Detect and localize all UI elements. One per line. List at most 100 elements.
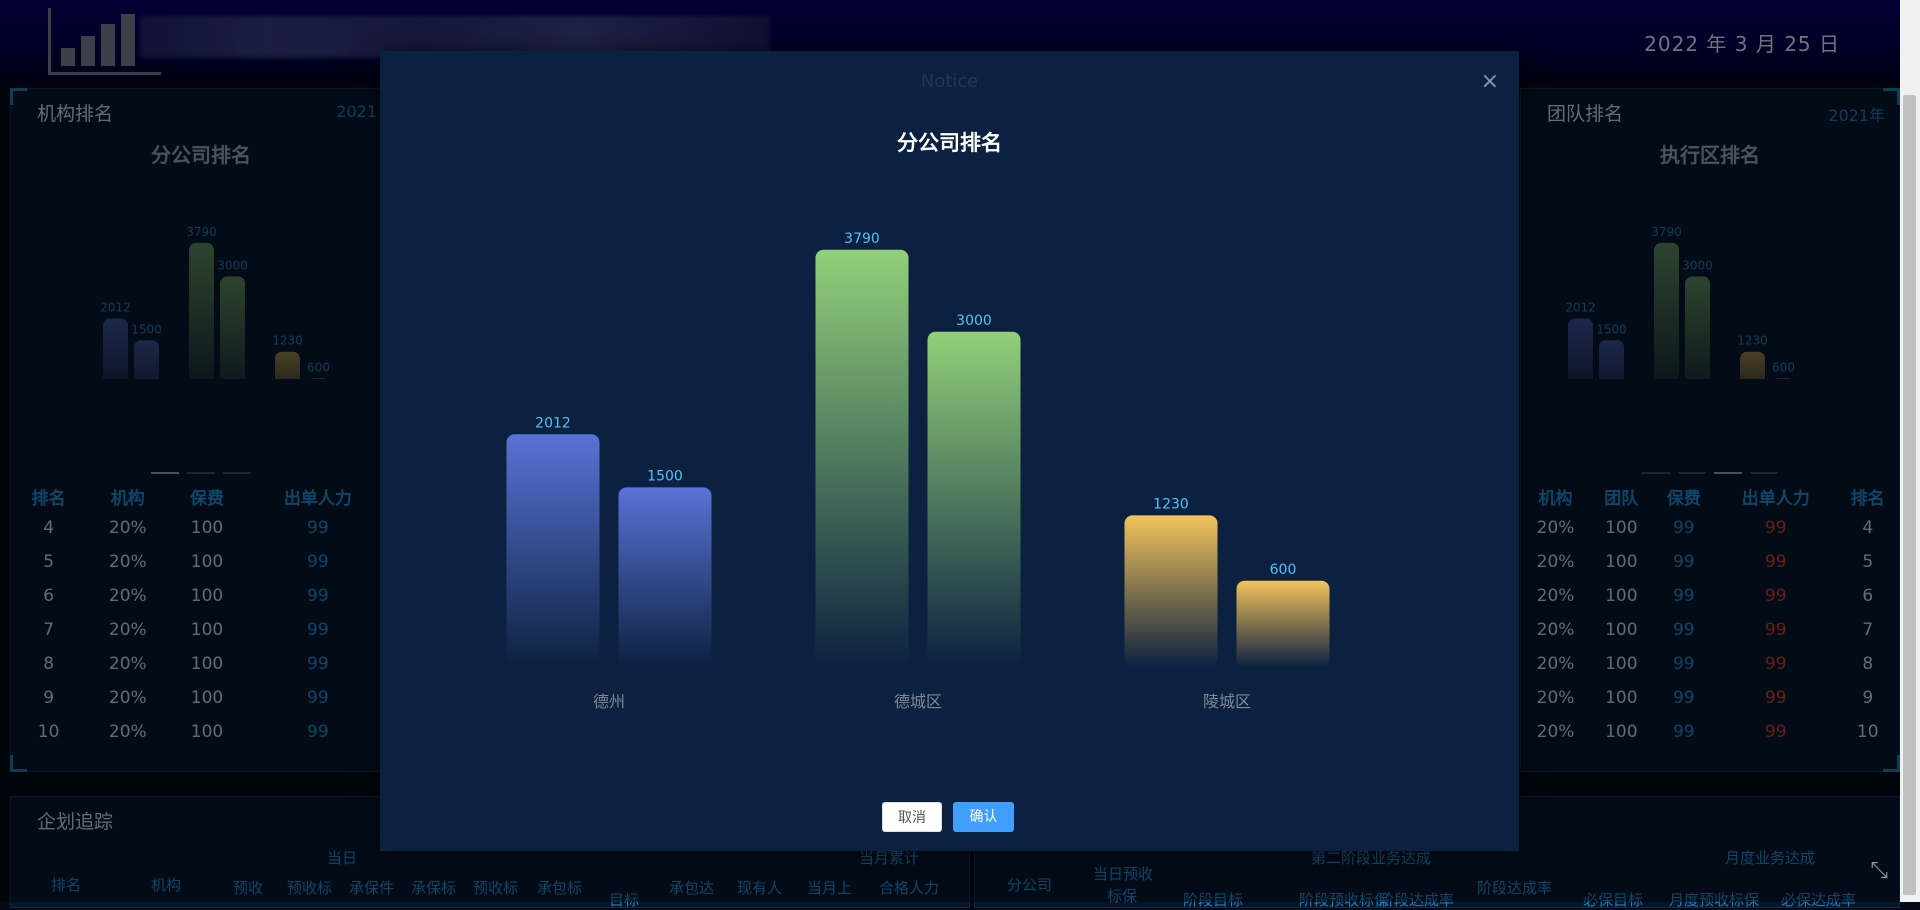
panel-title: 团队排名: [1547, 103, 1624, 125]
bar[interactable]: [103, 318, 128, 379]
table-cell: 99: [307, 654, 329, 674]
table-row: 6 20% 100 99: [11, 579, 391, 613]
table-header: 当日预收: [1093, 865, 1154, 883]
table-cell: 6: [43, 586, 55, 606]
notice-dialog: Notice × 分公司排名 2012 1500 德州 3790 3000 德城区 1230…: [380, 51, 1519, 851]
table-cell: 99: [1672, 688, 1695, 708]
bar[interactable]: [506, 434, 600, 667]
scrollbar-thumb[interactable]: [1903, 95, 1916, 895]
table-cell: 100: [1605, 620, 1638, 640]
data-label: 3790: [186, 225, 217, 239]
table-header: 承包标: [537, 879, 583, 897]
cancel-button[interactable]: 取消: [882, 802, 942, 832]
close-icon[interactable]: ×: [1480, 69, 1499, 94]
table-cell: 4: [43, 518, 55, 538]
table-header: 标保: [1107, 887, 1138, 905]
bar[interactable]: [1236, 580, 1330, 667]
table-header: 第二阶段业务达成: [1311, 849, 1432, 867]
carousel-dots[interactable]: [1521, 459, 1899, 478]
col-header: 保费: [190, 488, 225, 509]
table-header: 阶段达成率: [1477, 879, 1553, 897]
bar[interactable]: [1599, 340, 1624, 379]
bar[interactable]: [1771, 378, 1796, 380]
table-cell: 100: [190, 654, 224, 674]
table-cell: 20%: [1536, 688, 1575, 708]
table-cell: 99: [1764, 552, 1787, 572]
panel-title: 机构排名: [37, 103, 114, 125]
branch-ranking-bar-chart: 2012 1500 德州 3790 3000 德城区 1230 600 陵城区: [506, 231, 1330, 711]
bar[interactable]: [1568, 318, 1593, 379]
table-cell: 99: [1672, 620, 1695, 640]
table-cell: 9: [1862, 688, 1874, 708]
table-cell: 99: [307, 722, 329, 742]
bar[interactable]: [1654, 242, 1679, 379]
table-cell: 20%: [108, 654, 147, 674]
table-cell: 99: [1672, 552, 1695, 572]
ranking-table: 机构 团队 保费 出单人力 排名 20% 100 99 99 4 20% 100 99 99 5 2…: [1521, 481, 1899, 749]
panel-year: 2021年: [1828, 106, 1885, 125]
table-cell: 99: [1764, 518, 1787, 538]
table-cell: 20%: [1536, 552, 1575, 572]
confirm-button[interactable]: 确认: [953, 802, 1014, 832]
team-ranking-panel: 团队排名 2021年 执行区排名 20121500德州37903000德城区12…: [1520, 88, 1900, 772]
table-cell: 20%: [108, 620, 147, 640]
carousel-dots[interactable]: [11, 459, 391, 478]
table-header: 当日: [327, 849, 358, 867]
table-cell: 99: [1764, 620, 1787, 640]
mini-chart-title: 分公司排名: [151, 143, 251, 167]
table-cell: 9: [43, 688, 55, 708]
table-cell: 20%: [1536, 654, 1575, 674]
table-row: 7 20% 100 99: [11, 613, 391, 647]
bar[interactable]: [1685, 276, 1710, 380]
col-header: 机构: [110, 488, 145, 509]
table-header: 预收标: [287, 879, 333, 897]
table-row: 5 20% 100 99: [11, 545, 391, 579]
table-header: 分公司: [1007, 876, 1053, 894]
table-cell: 20%: [1536, 518, 1575, 538]
bar[interactable]: [220, 276, 245, 380]
table-row: 20% 100 99 99 9: [1521, 681, 1899, 715]
data-label: 1230: [272, 334, 303, 348]
bar[interactable]: [275, 351, 300, 379]
bar[interactable]: [815, 249, 909, 667]
panel-year: 2021: [336, 102, 377, 121]
table-row: 20% 100 99 99 8: [1521, 647, 1899, 681]
table-cell: 99: [1764, 688, 1787, 708]
data-label: 600: [1270, 562, 1297, 578]
table-cell: 20%: [1536, 620, 1575, 640]
category-label: 德州: [593, 692, 625, 711]
data-label: 1500: [1596, 322, 1627, 336]
table-cell: 100: [190, 688, 224, 708]
bar[interactable]: [1124, 515, 1218, 667]
table-row: 4 20% 100 99: [11, 511, 391, 545]
fullscreen-icon[interactable]: ⤡: [1870, 858, 1888, 883]
bar[interactable]: [189, 242, 214, 379]
panel-title: 企划追踪: [37, 811, 114, 833]
bar[interactable]: [306, 378, 331, 380]
table-cell: 20%: [1536, 586, 1575, 606]
ranking-table: 排名 机构 保费 出单人力 4 20% 100 99 5 20% 100 99 6 20% 100 9…: [11, 481, 391, 749]
data-label: 2012: [100, 300, 131, 314]
col-header: 出单人力: [1741, 488, 1810, 509]
table-header: 承包达: [669, 879, 715, 897]
table-header: 承保件: [349, 879, 395, 897]
table-cell: 7: [1862, 620, 1874, 640]
bar[interactable]: [618, 487, 712, 667]
data-label: 3790: [844, 231, 880, 247]
table-cell: 100: [190, 620, 224, 640]
col-header: 机构: [1538, 488, 1573, 509]
bar[interactable]: [1740, 351, 1765, 379]
bar[interactable]: [927, 331, 1021, 667]
data-label: 600: [1772, 361, 1795, 375]
table-header: 当月上: [807, 879, 853, 897]
table-cell: 8: [1862, 654, 1874, 674]
table-row: 20% 100 99 99 6: [1521, 579, 1899, 613]
data-label: 2012: [535, 415, 571, 431]
table-cell: 99: [307, 518, 329, 538]
table-cell: 99: [1672, 586, 1695, 606]
table-header: 月度业务达成: [1725, 849, 1816, 867]
page-scrollbar[interactable]: [1900, 0, 1920, 902]
bar[interactable]: [134, 340, 159, 379]
table-cell: 20%: [108, 518, 147, 538]
